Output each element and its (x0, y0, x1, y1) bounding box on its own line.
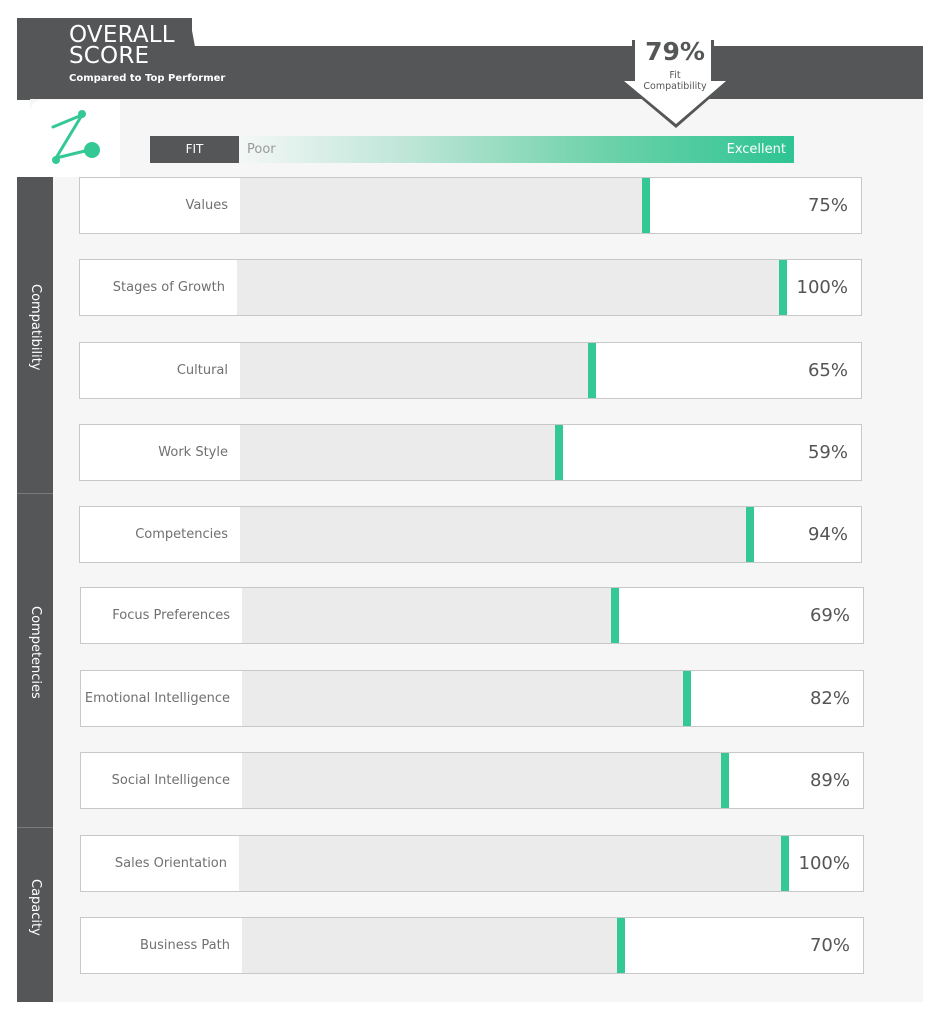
score-track (240, 425, 563, 480)
score-marker (642, 178, 650, 233)
category-compatibility: Compatibility (28, 284, 43, 371)
header-notch (192, 18, 932, 46)
score-row: Stages of Growth 100% (79, 259, 862, 316)
row-percent: 75% (807, 195, 848, 216)
score-row: Cultural 65% (79, 342, 862, 399)
score-marker (683, 671, 691, 726)
score-marker (555, 425, 563, 480)
row-label: Focus Preferences (112, 608, 230, 623)
score-row: Emotional Intelligence 82% (80, 670, 864, 727)
score-marker (746, 507, 754, 562)
row-percent: 65% (807, 360, 848, 381)
row-percent: 59% (807, 442, 848, 463)
category-capacity: Capacity (28, 879, 43, 936)
rail-divider (17, 827, 53, 828)
row-percent: 89% (809, 770, 850, 791)
fit-scale-gradient: Poor Excellent (239, 136, 794, 163)
row-label: Stages of Growth (112, 280, 225, 295)
score-row: Focus Preferences 69% (80, 587, 864, 644)
score-row: Sales Orientation 100% (80, 835, 864, 892)
score-row: Business Path 70% (80, 917, 864, 974)
score-track (240, 343, 596, 398)
page-title-line1: OVERALL (69, 22, 175, 48)
score-marker (611, 588, 619, 643)
score-track (242, 588, 619, 643)
overall-score-arrow-icon (619, 40, 731, 128)
row-label: Sales Orientation (114, 856, 227, 871)
scale-poor-label: Poor (247, 142, 276, 157)
row-label: Social Intelligence (111, 773, 230, 788)
category-competencies: Competencies (28, 606, 43, 699)
score-track (239, 836, 789, 891)
score-row: Values 75% (79, 177, 862, 234)
score-track (237, 260, 787, 315)
score-track (242, 753, 729, 808)
fit-label: FIT (150, 136, 239, 163)
score-row: Social Intelligence 89% (80, 752, 864, 809)
rail-divider (17, 493, 53, 494)
score-track (242, 918, 625, 973)
page-title-line2: SCORE (69, 43, 150, 69)
row-label: Emotional Intelligence (84, 691, 230, 706)
score-track (240, 178, 650, 233)
z-network-logo-icon (51, 110, 100, 164)
score-track (242, 671, 691, 726)
row-label: Cultural (176, 363, 228, 378)
overall-label-line1: Fit (669, 70, 681, 81)
overall-score-value: 79% (645, 37, 705, 66)
score-row: Work Style 59% (79, 424, 862, 481)
row-percent: 82% (809, 688, 850, 709)
score-track (240, 507, 754, 562)
row-percent: 70% (809, 935, 850, 956)
row-label: Business Path (139, 938, 230, 953)
row-label: Values (185, 198, 228, 213)
score-marker (721, 753, 729, 808)
page-title: OVERALL SCORE (69, 22, 175, 69)
logo-box (30, 100, 120, 177)
row-percent: 94% (807, 524, 848, 545)
header-title-tab (17, 18, 195, 100)
row-label: Competencies (135, 527, 228, 542)
row-label: Work Style (158, 445, 228, 460)
overall-score-label: Fit Compatibility (632, 70, 718, 92)
row-percent: 69% (809, 605, 850, 626)
row-percent: 100% (796, 277, 848, 298)
score-marker (617, 918, 625, 973)
scale-excellent-label: Excellent (726, 142, 786, 157)
score-row: Competencies 94% (79, 506, 862, 563)
score-marker (781, 836, 789, 891)
category-rail (17, 177, 53, 1002)
page-subtitle: Compared to Top Performer (69, 73, 226, 84)
row-percent: 100% (798, 853, 850, 874)
score-marker (779, 260, 787, 315)
overall-label-line2: Compatibility (643, 81, 707, 92)
score-marker (588, 343, 596, 398)
